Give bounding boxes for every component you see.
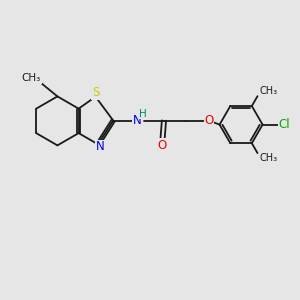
Text: N: N — [96, 140, 105, 153]
Text: H: H — [139, 109, 146, 119]
Text: O: O — [158, 139, 167, 152]
Text: S: S — [92, 86, 99, 99]
Text: CH₃: CH₃ — [260, 86, 278, 96]
Text: CH₃: CH₃ — [260, 153, 278, 164]
Text: O: O — [204, 114, 213, 127]
Text: CH₃: CH₃ — [22, 74, 41, 83]
Text: Cl: Cl — [278, 118, 290, 131]
Text: N: N — [133, 114, 142, 127]
